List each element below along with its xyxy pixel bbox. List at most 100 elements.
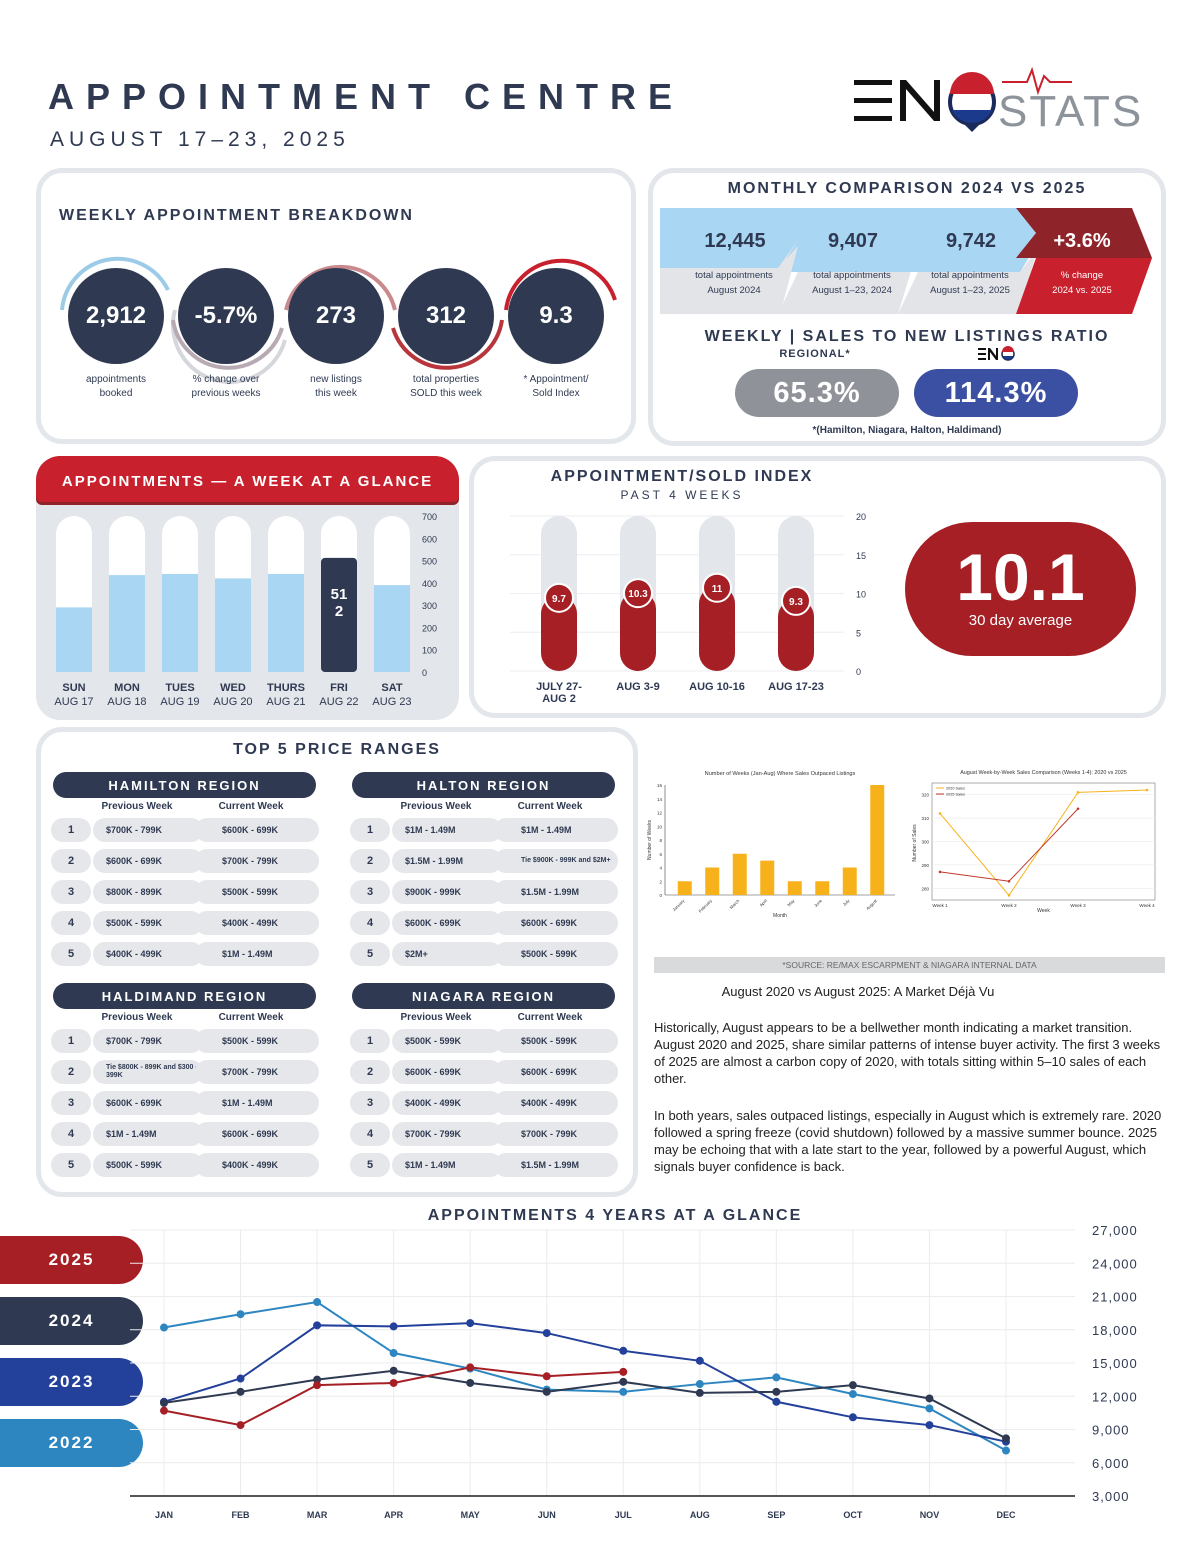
years-y-tick: 21,000: [1092, 1290, 1138, 1305]
article-paragraph-2: In both years, sales outpaced listings, …: [654, 1108, 1162, 1174]
years-x-tick: JUL: [615, 1510, 633, 1520]
years-point: [925, 1394, 934, 1403]
thirty-day-average-pill: 10.1 30 day average: [905, 522, 1136, 656]
years-point: [772, 1387, 781, 1396]
aug-chart-point: [1076, 807, 1080, 811]
years-point: [236, 1387, 245, 1396]
years-point: [848, 1390, 857, 1399]
region-header: HAMILTON REGION: [53, 772, 316, 798]
day-name: WED: [220, 682, 246, 694]
previous-week-range: $600K - 699K: [392, 1060, 502, 1084]
aug-chart-y-tick: 320: [921, 793, 929, 798]
weeks-chart-xlabel: Month: [773, 913, 787, 919]
current-week-range: $1.5M - 1.99M: [494, 880, 618, 904]
price-rank: 3: [51, 1091, 91, 1115]
index-value-badge: [781, 585, 811, 616]
aug-chart-point: [1007, 879, 1011, 883]
index-value-badge: [623, 578, 653, 609]
sold-index-subtitle: PAST 4 WEEKS: [620, 488, 744, 502]
source-note: *SOURCE: RE/MAX ESCARPMENT & NIAGARA INT…: [654, 957, 1165, 973]
monthly-label-line2: 2024 vs. 2025: [1052, 285, 1112, 296]
stat-label-line1: appointments: [85, 374, 147, 385]
day-bar-cap: [268, 654, 304, 672]
price-rank: 4: [51, 911, 91, 935]
ratio-footnote: *(Hamilton, Niagara, Halton, Haldimand): [812, 425, 1002, 436]
price-rank: 1: [51, 818, 91, 842]
index-bar: [778, 598, 814, 671]
previous-week-range: $700K - 799K: [93, 1029, 203, 1053]
previous-week-range: $500K - 599K: [93, 1153, 203, 1177]
week-y-tick: 400: [422, 579, 437, 589]
current-week-header: Current Week: [218, 1012, 284, 1023]
aug-chart-point: [1076, 791, 1080, 794]
current-week-range: $600K - 699K: [195, 818, 319, 842]
stat-label-line2: Sold Index: [532, 388, 580, 399]
day-date: AUG 18: [107, 696, 147, 708]
weeks-chart-bar: [842, 867, 857, 895]
year-legend-tab: 2024: [0, 1297, 143, 1345]
years-point: [619, 1377, 628, 1386]
previous-week-range: $500K - 599K: [93, 911, 203, 935]
weekly-breakdown-title: WEEKLY APPOINTMENT BREAKDOWN: [59, 207, 414, 224]
weeks-chart-x-tick: July: [842, 898, 851, 907]
years-x-tick: MAR: [307, 1510, 328, 1520]
price-rank: 4: [350, 911, 390, 935]
years-point: [236, 1310, 245, 1319]
years-point: [466, 1319, 475, 1328]
index-bar: [699, 585, 735, 671]
years-point: [619, 1346, 628, 1355]
years-point: [313, 1381, 322, 1390]
monthly-label-line1: % change: [1060, 270, 1104, 281]
stat-label-line1: % change over: [192, 374, 260, 385]
sold-index-chart: 20 15 10 5 0 9.7 10.3 11 9.3: [510, 512, 866, 677]
thirty-day-average-value: 10.1: [956, 540, 1085, 614]
aug-chart-x-tick: Week 2: [1001, 903, 1017, 908]
years-x-tick: DEC: [996, 1510, 1016, 1520]
years-y-tick: 27,000: [1092, 1223, 1138, 1238]
aug-chart-x-tick: Week 1: [932, 903, 948, 908]
year-legend-tab: 2023: [0, 1358, 143, 1406]
current-week-range: $1M - 1.49M: [494, 818, 618, 842]
years-point: [848, 1381, 857, 1390]
years-x-tick: NOV: [920, 1510, 940, 1520]
years-point: [160, 1398, 168, 1407]
previous-week-header: Previous Week: [101, 801, 173, 812]
monthly-comparison-title: MONTHLY COMPARISON 2024 VS 2025: [727, 180, 1087, 197]
current-week-header: Current Week: [517, 801, 583, 812]
current-week-range: $700K - 799K: [195, 849, 319, 873]
eno-mini-logo-icon: [978, 346, 1018, 367]
index-value-label: 9.7: [552, 594, 566, 605]
current-week-header: Current Week: [218, 801, 284, 812]
years-point: [389, 1349, 398, 1358]
years-y-tick: 12,000: [1092, 1389, 1138, 1404]
aug-chart-y-tick: 310: [921, 816, 929, 821]
aug-chart-legend-label: 2020 Sales: [946, 787, 965, 791]
stat-label-line2: SOLD this week: [410, 388, 482, 399]
weeks-chart-x-tick: April: [758, 898, 768, 908]
day-date: AUG 21: [266, 696, 306, 708]
previous-week-range: $2M+: [392, 942, 502, 966]
current-week-range: $500K - 599K: [494, 1029, 618, 1053]
current-week-range: $500K - 599K: [195, 1029, 319, 1053]
week-y-tick: 500: [422, 557, 437, 567]
stat-circle: 273: [288, 268, 384, 364]
years-y-tick: 9,000: [1092, 1423, 1130, 1438]
price-rank: 3: [350, 1091, 390, 1115]
stat-label-line2: previous weeks: [191, 388, 261, 399]
previous-week-range: $600K - 699K: [93, 1091, 203, 1115]
previous-week-range: $500K - 599K: [392, 1029, 502, 1053]
svg-text:STATS: STATS: [998, 87, 1142, 136]
thirty-day-average-label: 30 day average: [968, 612, 1073, 629]
monthly-label-line2: August 1–23, 2025: [930, 285, 1010, 296]
monthly-label-line1: total appointments: [931, 270, 1009, 281]
aug-chart-point: [938, 870, 942, 874]
stat-label-line1: total properties: [412, 374, 480, 385]
years-x-tick: MAY: [461, 1510, 480, 1520]
aug-chart-ylabel: Number of Sales: [912, 824, 918, 862]
weeks-chart-y-tick: 0: [659, 893, 662, 898]
current-week-range: $700K - 799K: [494, 1122, 618, 1146]
previous-week-range: Tie $800K - 899K and $300 - 399K: [93, 1060, 203, 1084]
price-rank: 1: [350, 818, 390, 842]
week-y-tick: 600: [422, 534, 437, 544]
current-week-header: Current Week: [517, 1012, 583, 1023]
